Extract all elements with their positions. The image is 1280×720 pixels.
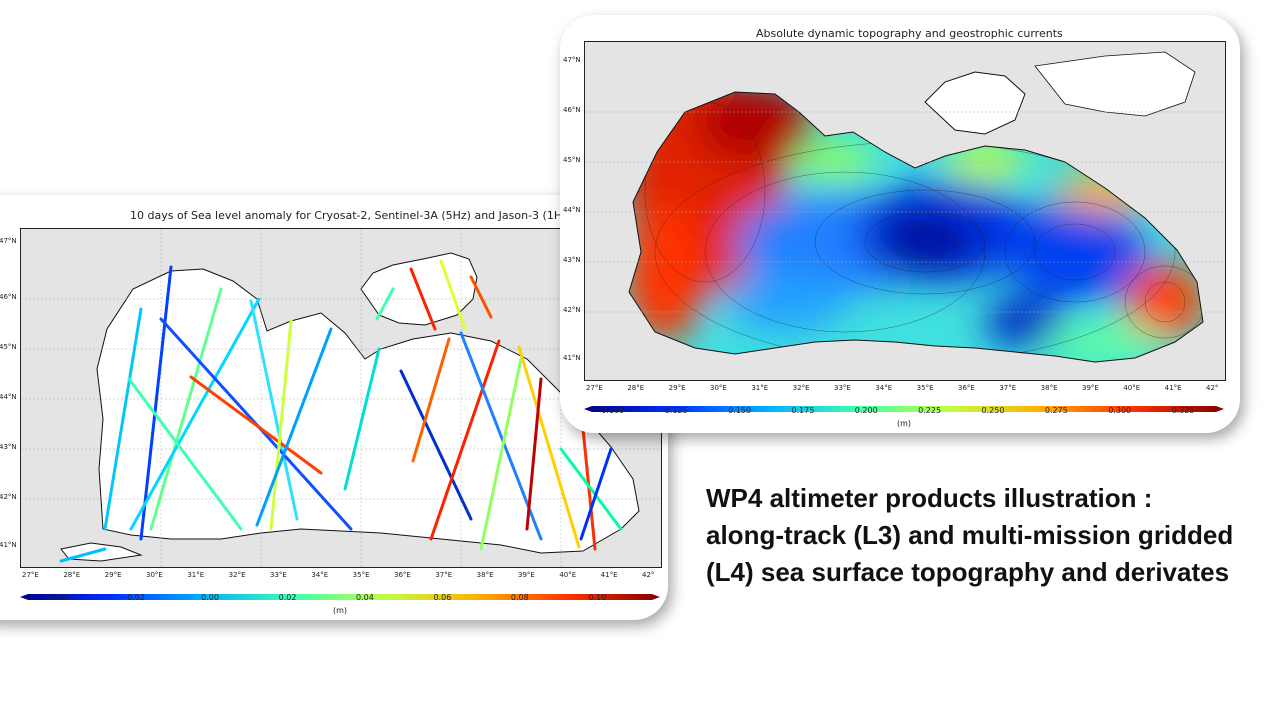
adt-lon-label: 42° [1206, 384, 1219, 392]
adt-colorbar-tick: 0.225 [918, 406, 942, 415]
caption-line-2: along-track (L3) and multi-mission gridd… [706, 520, 1234, 550]
satellite-tracks [59, 259, 623, 563]
sla-lon-label: 36°E [394, 571, 411, 579]
adt-colorbar-gradient [584, 406, 1224, 412]
sla-colorbar-gradient [20, 594, 660, 600]
adt-lon-label: 32°E [792, 384, 810, 392]
sla-lon-label: 35°E [352, 571, 370, 579]
sla-colorbar-tick: −0.02 [120, 593, 145, 602]
adt-colorbar-tick: 0.325 [1171, 406, 1195, 415]
adt-map-area: 47°N 46°N 45°N 44°N 43°N 42°N 41°N [563, 41, 1226, 381]
adt-colorbar-tick: 0.100 [601, 406, 625, 415]
adt-lon-label: 39°E [1082, 384, 1099, 392]
adt-lon-label: 29°E [668, 384, 686, 392]
adt-colorbar [584, 399, 1224, 412]
adt-lon-label: 35°E [916, 384, 934, 392]
sla-lon-label: 40°E [559, 571, 577, 579]
sla-lon-label: 30°E [146, 571, 163, 579]
adt-lon-label: 30°E [710, 384, 727, 392]
adt-lat-label: 41°N [563, 354, 581, 362]
adt-longitude-labels: 27°E 28°E 29°E 30°E 31°E 32°E 33°E 34°E 35°E 36°E… [584, 384, 1224, 394]
sla-colorbar-tick: 0.08 [510, 593, 529, 602]
sla-lat-label: 47°N [0, 237, 17, 245]
adt-colorbar-tick: 0.150 [728, 406, 751, 415]
sla-map-title: 10 days of Sea level anomaly for Cryosat… [130, 209, 573, 222]
caption-text: WP4 altimeter products illustration : al… [706, 480, 1276, 591]
adt-colorbar-unit: (m) [896, 419, 912, 428]
adt-lon-label: 27°E [586, 384, 603, 392]
adt-lon-label: 31°E [751, 384, 769, 392]
sla-lon-label: 38°E [476, 571, 494, 579]
sla-colorbar-tick: 0.10 [588, 593, 607, 602]
adt-lat-label: 46°N [563, 106, 581, 114]
sla-lon-label: 31°E [187, 571, 205, 579]
sla-colorbar-tick: 0.04 [356, 593, 374, 602]
sla-lon-label: 34°E [311, 571, 329, 579]
adt-lon-label: 33°E [834, 384, 851, 392]
sla-map-graphic [21, 229, 661, 567]
sla-lon-label: 37°E [435, 571, 453, 579]
adt-lon-label: 38°E [1040, 384, 1058, 392]
adt-map-panel: Absolute dynamic topography and geostrop… [560, 15, 1240, 433]
adt-lon-label: 34°E [875, 384, 893, 392]
adt-colorbar-tick: 0.250 [981, 406, 1005, 415]
adt-lat-label: 45°N [563, 156, 581, 164]
sla-colorbar-unit: (m) [332, 606, 348, 615]
sla-colorbar-tick: 0.06 [433, 593, 452, 602]
adt-land-white [1034, 51, 1196, 117]
adt-colorbar-tick: 0.175 [791, 406, 815, 415]
sla-colorbar-tick: −0.04 [42, 593, 68, 602]
adt-colorbar-tick: 0.300 [1108, 406, 1132, 415]
sla-colorbar-ticks: −0.04 −0.02 0.00 0.02 0.04 0.06 0.08 0.10 [20, 593, 660, 603]
adt-lat-label: 43°N [563, 256, 581, 264]
adt-map-graphic [585, 51, 1225, 363]
adt-colorbar-tick: 0.125 [664, 406, 688, 415]
adt-lon-label: 41°E [1164, 384, 1182, 392]
sla-map-area: 47°N 46°N 45°N 44°N 43°N 42°N 41°N [0, 228, 662, 568]
adt-colorbar-tick: 0.275 [1044, 406, 1068, 415]
sla-lon-label: 39°E [518, 571, 535, 579]
adt-lon-label: 40°E [1123, 384, 1141, 392]
sla-lon-label: 28°E [63, 571, 81, 579]
sla-colorbar-tick: 0.02 [278, 593, 297, 602]
sla-lat-label: 42°N [0, 493, 17, 501]
adt-colorbar-ticks: 0.100 0.125 0.150 0.175 0.200 0.225 0.250 0.275… [584, 406, 1224, 416]
sla-longitude-labels: 27°E 28°E 29°E 30°E 31°E 32°E 33°E 34°E 35°E 36°E… [20, 571, 660, 581]
caption-line-1: WP4 altimeter products illustration : [706, 483, 1153, 513]
sla-lat-label: 43°N [0, 443, 17, 451]
sla-lon-label: 41°E [600, 571, 618, 579]
sla-lon-label: 42° [642, 571, 655, 579]
adt-lat-label: 42°N [563, 306, 581, 314]
sla-lat-label: 46°N [0, 293, 17, 301]
caption-line-3: (L4) sea surface topography and derivate… [706, 557, 1230, 587]
adt-lon-label: 36°E [958, 384, 975, 392]
sla-lat-label: 41°N [0, 541, 17, 549]
adt-field [629, 92, 1203, 362]
adt-lon-label: 37°E [999, 384, 1017, 392]
sla-lon-label: 29°E [104, 571, 122, 579]
sla-colorbar [20, 587, 660, 600]
adt-map-title: Absolute dynamic topography and geostrop… [756, 27, 1063, 40]
sla-colorbar-bar [20, 594, 660, 600]
sla-map-panel: 10 days of Sea level anomaly for Cryosat… [0, 195, 668, 620]
sla-lon-label: 27°E [22, 571, 39, 579]
adt-coastline [628, 91, 1204, 363]
sla-lon-label: 32°E [228, 571, 246, 579]
sla-lat-label: 44°N [0, 393, 17, 401]
sla-lat-label: 45°N [0, 343, 17, 351]
adt-lat-label: 44°N [563, 206, 581, 214]
adt-colorbar-tick: 0.200 [854, 406, 878, 415]
adt-lat-label: 47°N [563, 56, 581, 64]
black-sea-water [96, 268, 640, 554]
adt-lon-label: 28°E [627, 384, 645, 392]
sla-colorbar-tick: 0.00 [201, 593, 219, 602]
sla-lon-label: 33°E [270, 571, 287, 579]
adt-colorbar-bar [584, 406, 1224, 412]
adt-azov-white [924, 71, 1026, 135]
